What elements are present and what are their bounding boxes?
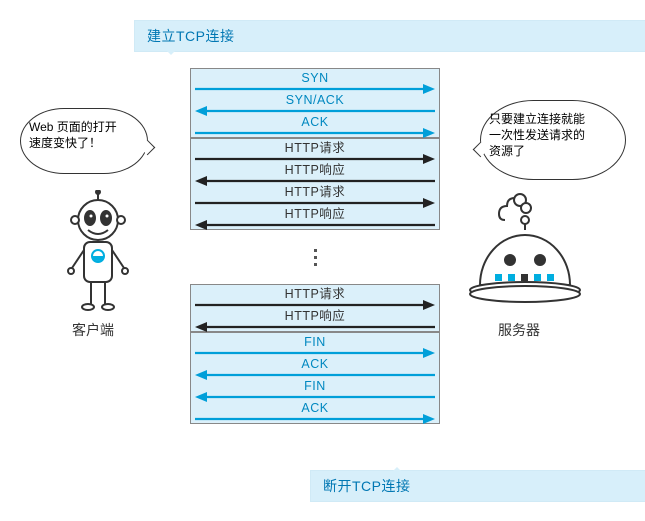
arrow-right-icon [195,128,435,138]
message-label: HTTP请求 [191,287,439,301]
message-row: ACK [191,357,439,379]
message-row: HTTP请求 [191,185,439,207]
message-label: HTTP请求 [191,185,439,199]
sequence-box-http_2: HTTP请求 HTTP响应 [190,284,440,332]
sequence-box-http_1: HTTP请求 HTTP响应 HTTP请求 HTTP响应 [190,138,440,230]
arrow-left-icon [195,220,435,230]
arrow-right-icon [195,414,435,424]
message-row: HTTP响应 [191,207,439,229]
message-label: FIN [191,335,439,349]
message-label: HTTP响应 [191,207,439,221]
message-row: HTTP响应 [191,309,439,331]
sequence-box-tcp_open: SYN SYN/ACK ACK [190,68,440,138]
server-robot-icon [460,190,590,310]
message-label: HTTP请求 [191,141,439,155]
arrow-left-icon [195,322,435,332]
message-row: ACK [191,401,439,423]
client-robot-icon [58,190,138,320]
message-label: ACK [191,115,439,129]
sequence-box-tcp_close: FIN ACK FIN ACK [190,332,440,424]
message-row: HTTP请求 [191,287,439,309]
callout-tcp-close: 断开TCP连接 [310,470,645,502]
speech-bubble-client: Web 页面的打开 速度变快了！ [20,108,148,174]
message-label: SYN [191,71,439,85]
message-label: ACK [191,401,439,415]
speech-bubble-server: 只要建立连接就能 一次性发送请求的 资源了 [480,100,626,180]
message-label: HTTP响应 [191,163,439,177]
ellipsis-icon [190,245,440,270]
message-label: FIN [191,379,439,393]
message-label: SYN/ACK [191,93,439,107]
message-row: HTTP响应 [191,163,439,185]
message-row: ACK [191,115,439,137]
message-row: SYN [191,71,439,93]
server-label: 服务器 [498,320,540,340]
client-label: 客户端 [72,320,114,340]
message-row: SYN/ACK [191,93,439,115]
message-row: HTTP请求 [191,141,439,163]
message-label: HTTP响应 [191,309,439,323]
message-row: FIN [191,335,439,357]
callout-tcp-open: 建立TCP连接 [134,20,645,52]
message-label: ACK [191,357,439,371]
message-row: FIN [191,379,439,401]
